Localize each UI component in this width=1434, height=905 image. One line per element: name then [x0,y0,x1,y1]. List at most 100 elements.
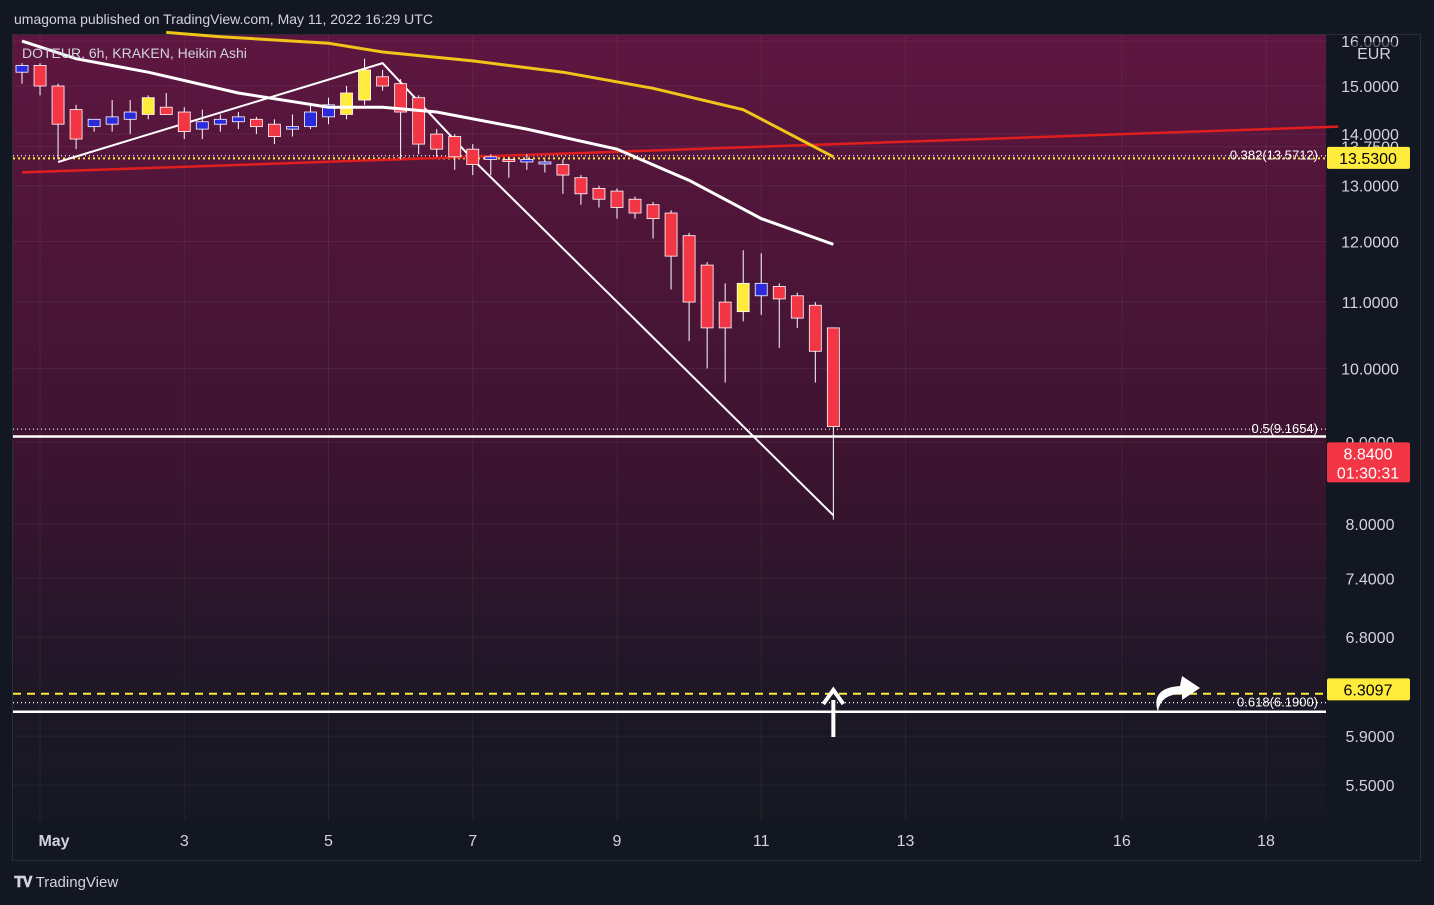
candle-body [394,83,408,113]
price-label: 6.3097 [1327,678,1410,701]
candle [213,114,227,132]
candle-body [69,109,83,140]
candle [538,159,552,173]
publisher-caption: umagoma published on TradingView.com, Ma… [14,11,433,27]
candle-body [376,76,390,87]
y-tick-label: 15.0000 [1341,79,1399,96]
candle [484,154,498,176]
candle [772,283,786,348]
price-label-text: 8.8400 [1344,446,1393,463]
y-tick-label: 11.0000 [1342,295,1399,312]
candle [33,63,47,96]
y-tick-label: 7.4000 [1346,571,1395,588]
candle-body [502,159,516,162]
candle [520,154,534,170]
candle [15,63,29,84]
candle [700,262,714,369]
candle-body [231,116,245,123]
candle [141,95,155,120]
brand-text: TradingView [35,874,119,891]
candle-body [466,148,480,165]
fib-label: 0.5(9.1654) [1252,421,1319,436]
candle-body [51,85,65,125]
candle [177,107,191,140]
chart-frame [12,34,1421,861]
currency-text: EUR [1357,46,1391,63]
y-tick-label: 8.0000 [1346,517,1395,534]
candle-body [664,212,678,257]
candle-body [15,65,29,73]
candle-body [268,123,281,137]
price-label: 8.8400 01:30:31 [1327,442,1410,483]
candle-body [736,282,750,313]
candle [790,292,804,328]
y-axis[interactable]: 16.000015.000014.000013.750013.000012.00… [1327,34,1410,795]
candle-body [213,118,227,125]
x-tick-label: 5 [324,833,333,850]
price-label-text: 6.3097 [1344,682,1393,699]
candle [87,118,101,132]
x-axis[interactable]: May 3 5 7 9 11 13 16 18 [38,833,1275,850]
candle [51,83,65,160]
candle [502,156,516,178]
candle [718,283,732,383]
fib-label: 0.382(13.5712) [1230,148,1318,163]
y-tick-label: 6.8000 [1346,630,1395,647]
candle [556,159,570,194]
x-tick-label: 11 [753,833,770,850]
candle-body [574,177,588,195]
x-tick-label: 18 [1257,833,1275,850]
candle [340,86,353,120]
price-label-bg [1327,442,1410,483]
candle-body [87,118,101,128]
x-tick-label: 7 [468,833,477,850]
candle [448,134,462,170]
share-arrow-icon [1156,676,1200,712]
x-tick-label: 3 [180,833,189,850]
candle-body [556,164,570,176]
candle-body [718,301,732,329]
candle-body [141,97,155,115]
candle [268,119,281,145]
tradingview-brand[interactable]: 𝐓𝐕 TradingView [14,874,118,891]
candle-body [700,264,714,329]
x-tick-label: May [38,833,69,850]
candle [286,114,299,137]
candle-body [358,69,371,101]
ma-white-line [21,39,834,246]
currency-label: EUR [1352,42,1396,64]
price-label-bg [1327,146,1410,169]
candle-body [628,198,642,214]
candle [808,302,822,383]
candle-body [177,111,191,132]
candle-body [286,126,299,130]
candle-body [195,121,209,130]
candle [646,201,660,239]
candle [628,196,642,219]
price-label-text: 13.5300 [1339,151,1397,168]
chart-legend: DOTEUR, 6h, KRAKEN, Heikin Ashi [22,45,247,61]
candle [736,250,750,322]
y-tick-label: 10.0000 [1341,361,1399,378]
candle [430,129,444,157]
candle [376,69,390,91]
candle-body [412,97,426,145]
candle-body [484,156,498,160]
candle [249,116,263,135]
candle-body [304,111,317,128]
moving-averages [21,30,835,246]
price-label: 13.5300 [1327,146,1410,169]
candle-body [790,295,804,319]
candle-body [592,187,606,200]
candle-body [123,111,137,120]
annotations [821,676,1200,737]
y-tick-label: 14.0000 [1341,127,1399,144]
candle-body [249,118,263,128]
candle [664,210,678,290]
y-tick-label: 12.0000 [1341,234,1399,251]
x-tick-label: 13 [897,833,915,850]
horizontal-lines: 0.382(13.5712) 0.5(9.1654) 0.618(6.1900) [13,125,1339,713]
price-label-bg [1327,678,1410,701]
candle [754,253,768,315]
